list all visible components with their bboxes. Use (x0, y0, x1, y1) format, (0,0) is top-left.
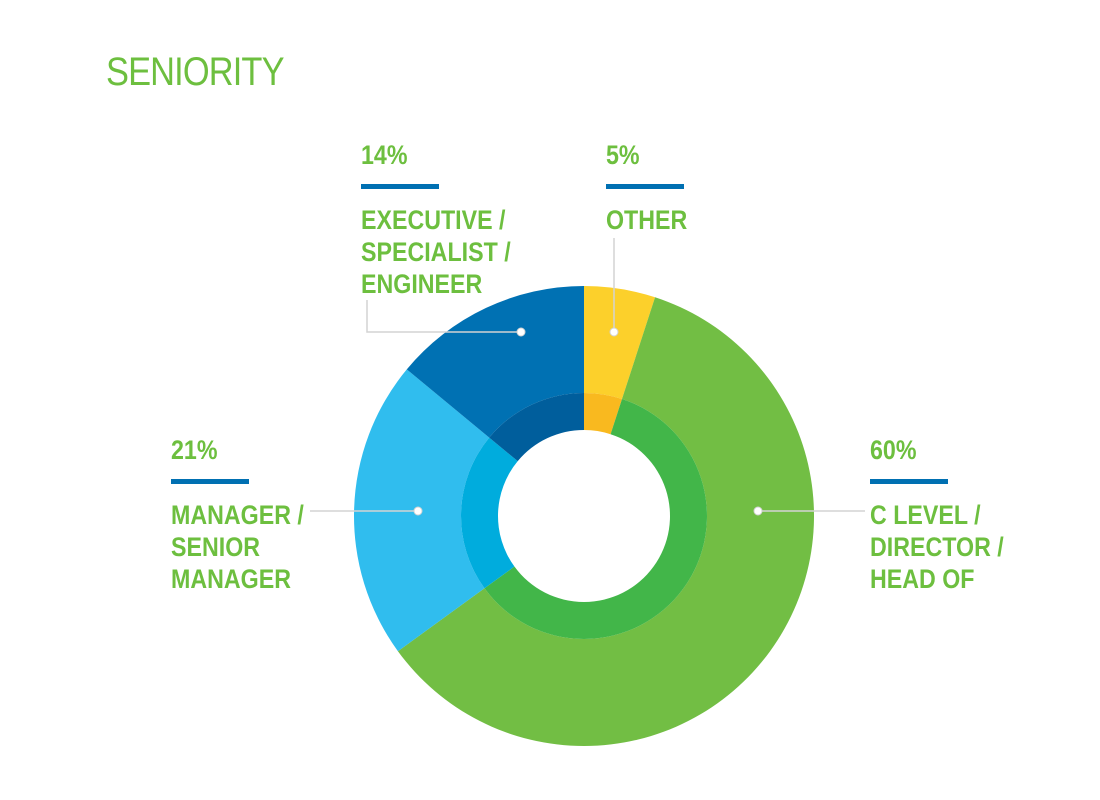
label-rule-executive (361, 184, 439, 189)
chart-title: SENIORITY (106, 50, 285, 94)
label-rule-c-level (870, 479, 948, 484)
leader-dot-manager (413, 506, 423, 516)
slice-percent-c-level: 60% (870, 435, 917, 465)
donut-inner-slice-executive (489, 393, 584, 462)
slice-label-executive: 14% EXECUTIVE / SPECIALIST / ENGINEER (361, 140, 541, 300)
slice-percent-executive: 14% (361, 140, 408, 170)
slice-percent-manager: 21% (171, 435, 218, 465)
slice-label-c-level: 60% C LEVEL / DIRECTOR / HEAD OF (870, 435, 1050, 595)
slice-name-c-level: C LEVEL / DIRECTOR / HEAD OF (870, 500, 1004, 594)
donut-slice-other (584, 286, 656, 400)
donut-inner-slice-manager (461, 437, 518, 589)
slice-label-manager: 21% MANAGER / SENIOR MANAGER (171, 435, 351, 595)
donut-inner-slice-c-level (484, 399, 707, 639)
leader-line-executive (366, 300, 521, 333)
label-rule-other (606, 184, 684, 189)
donut-slice-executive (406, 286, 584, 438)
leader-dot-other (609, 327, 619, 337)
donut-inner-slice-other (584, 393, 623, 435)
label-rule-manager (171, 479, 249, 484)
slice-percent-other: 5% (606, 140, 640, 170)
slice-name-manager: MANAGER / SENIOR MANAGER (171, 500, 304, 594)
slice-name-executive: EXECUTIVE / SPECIALIST / ENGINEER (361, 205, 511, 299)
slice-name-other: OTHER (606, 205, 688, 235)
leader-dot-executive (516, 327, 526, 337)
slice-label-other: 5% OTHER (606, 140, 786, 236)
donut-slice-c-level (397, 297, 814, 746)
leader-dot-c-level (753, 506, 763, 516)
